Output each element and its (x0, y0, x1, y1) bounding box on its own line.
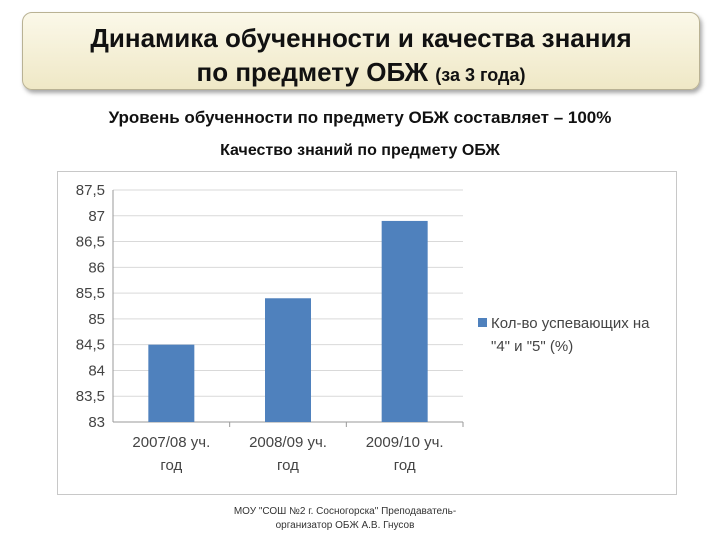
y-tick-label: 86 (88, 259, 105, 276)
y-tick-label: 84 (88, 362, 105, 379)
page-title-period: (за 3 года) (435, 65, 526, 85)
legend-label: Кол-во успевающих на (491, 315, 650, 332)
bar (148, 344, 195, 422)
y-tick-label: 85,5 (76, 285, 105, 302)
footer-line2: организатор ОБЖ А.В. Гнусов (275, 520, 415, 531)
y-tick-label: 83 (88, 414, 105, 431)
chart-frame: 83 83,5 84 84,5 85 85,5 86 86,5 87 87,5 2007/08 уч… (57, 171, 677, 495)
y-tick-label: 85 (88, 311, 105, 328)
y-tick-label: 87,5 (76, 182, 105, 199)
footer: МОУ "СОШ №2 г. Сосногорска" Преподавател… (200, 505, 490, 533)
learning-level-text: Уровень обученности по предмету ОБЖ сост… (108, 108, 612, 127)
x-tick-label: год (394, 457, 416, 474)
bar (381, 220, 428, 422)
legend-label: "4" и "5" (%) (491, 338, 573, 355)
x-tick-label: 2007/08 уч. (132, 434, 210, 451)
x-tick-label: год (277, 457, 299, 474)
footer-line1: МОУ "СОШ №2 г. Сосногорска" Преподавател… (233, 506, 457, 517)
legend-swatch (478, 318, 487, 327)
x-tick-label: 2009/10 уч. (366, 434, 444, 451)
y-tick-label: 84,5 (76, 337, 105, 354)
page-title-subject: по предмету ОБЖ (196, 57, 429, 87)
chart-title: Качество знаний по предмету ОБЖ (220, 142, 500, 159)
y-tick-label: 86,5 (76, 234, 105, 251)
title-banner: Динамика обученности и качества знания п… (22, 12, 700, 90)
bar (265, 298, 311, 422)
page-title-line2: по предмету ОБЖ (за 3 года) (23, 57, 699, 88)
x-tick-label: 2008/09 уч. (249, 434, 327, 451)
x-tick-label: год (160, 457, 182, 474)
bar-chart: 83 83,5 84 84,5 85 85,5 86 86,5 87 87,5 2007/08 уч… (76, 182, 650, 474)
page-title-line1: Динамика обученности и качества знания (90, 23, 632, 53)
y-tick-label: 83,5 (76, 388, 105, 405)
y-tick-label: 87 (88, 208, 105, 225)
